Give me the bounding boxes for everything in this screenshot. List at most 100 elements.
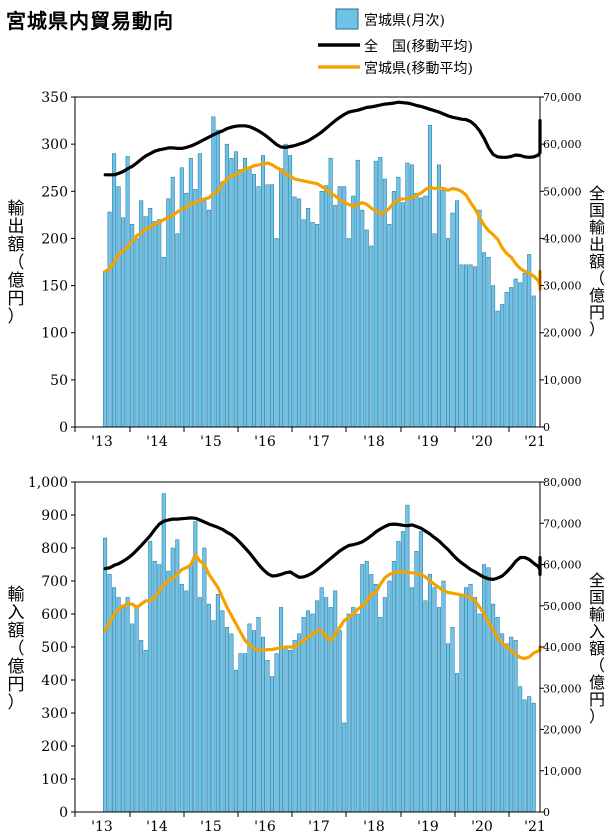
imports-bar: [333, 591, 337, 812]
exports-bar: [297, 199, 301, 427]
exports-bar: [252, 174, 256, 427]
exports-bar: [284, 144, 288, 427]
exports-bar: [333, 205, 337, 427]
imports-bar: [491, 604, 495, 812]
exports-bar: [460, 265, 464, 427]
exports-bar: [261, 155, 265, 427]
exports-bar: [415, 193, 419, 427]
imports-bar: [455, 673, 459, 812]
exports-right-tick-label: 60,000: [543, 138, 582, 151]
imports-bar: [126, 598, 130, 813]
exports-left-tick-label: 150: [41, 279, 68, 295]
exports-bar: [306, 208, 310, 427]
imports-bar: [212, 621, 216, 812]
exports-bar: [428, 125, 432, 427]
exports-bar: [144, 217, 148, 427]
exports-bar: [342, 187, 346, 427]
imports-bar: [392, 561, 396, 812]
imports-bar: [216, 594, 220, 812]
exports-bar: [207, 210, 211, 427]
imports-x-tick-label: '15: [200, 819, 222, 834]
imports-bar: [117, 598, 121, 813]
exports-bar: [257, 187, 261, 427]
imports-bar: [356, 614, 360, 812]
exports-bar: [329, 158, 333, 427]
exports-bar: [162, 257, 166, 427]
exports-bar: [225, 144, 229, 427]
imports-bar: [144, 650, 148, 812]
imports-bar: [320, 588, 324, 812]
imports-bar: [225, 627, 229, 812]
imports-left-tick-label: 500: [41, 640, 68, 656]
imports-right-tick-label: 40,000: [543, 641, 582, 654]
legend-swatch-bar: [336, 9, 358, 29]
exports-bar: [500, 304, 504, 427]
imports-bar: [306, 611, 310, 812]
exports-bar: [496, 311, 500, 427]
imports-left-tick-label: 300: [41, 706, 68, 722]
exports-x-tick-label: '15: [200, 434, 222, 450]
exports-bar: [275, 238, 279, 427]
exports-ylabel-right: ）: [589, 320, 605, 339]
imports-right-tick-label: 50,000: [543, 600, 582, 613]
imports-bar: [442, 581, 446, 812]
exports-bar: [130, 224, 134, 427]
imports-left-tick-label: 900: [41, 508, 68, 524]
imports-bar: [121, 607, 125, 812]
imports-right-tick-label: 0: [543, 806, 550, 819]
imports-bar: [270, 677, 274, 812]
exports-x-tick-label: '14: [146, 434, 168, 450]
imports-bar: [460, 594, 464, 812]
exports-bar: [248, 168, 252, 427]
imports-bar: [293, 640, 297, 812]
exports-left-tick-label: 350: [41, 90, 68, 106]
exports-x-tick-label: '13: [91, 434, 113, 450]
imports-bar: [514, 640, 518, 812]
exports-bar: [279, 169, 283, 427]
imports-right-tick-label: 10,000: [543, 765, 582, 778]
imports-left-tick-label: 700: [41, 574, 68, 590]
exports-ylabel-left: （: [8, 253, 25, 273]
exports-bar: [185, 193, 189, 427]
exports-left-tick-label: 250: [41, 184, 68, 200]
imports-right-tick-label: 30,000: [543, 682, 582, 695]
imports-bar: [194, 522, 198, 812]
imports-bar: [171, 548, 175, 812]
exports-bar: [288, 155, 292, 427]
imports-ylabel-left: 円: [8, 675, 25, 695]
exports-bar: [401, 203, 405, 427]
exports-right-tick-label: 50,000: [543, 185, 582, 198]
exports-left-tick-label: 50: [50, 373, 68, 389]
imports-bar: [523, 700, 527, 812]
exports-bar: [230, 158, 234, 427]
imports-bar: [288, 650, 292, 812]
imports-bar: [527, 697, 531, 813]
exports-bar: [108, 212, 112, 427]
imports-bar: [266, 660, 270, 812]
imports-right-tick-label: 60,000: [543, 559, 582, 572]
imports-bar: [261, 637, 265, 812]
imports-bar: [162, 494, 166, 812]
exports-bar: [216, 130, 220, 427]
exports-national-line: [105, 102, 540, 175]
exports-bar: [442, 190, 446, 427]
exports-x-tick-label: '21: [524, 434, 546, 450]
imports-bar: [428, 574, 432, 812]
exports-bar: [532, 296, 536, 427]
exports-bar: [212, 117, 216, 427]
imports-bar: [198, 598, 202, 813]
exports-bar: [103, 271, 107, 427]
exports-bar: [239, 170, 243, 427]
exports-bar: [148, 208, 152, 427]
exports-bar: [478, 210, 482, 427]
exports-bar: [410, 165, 414, 427]
imports-ylabel-left: ）: [8, 693, 25, 713]
exports-right-tick-label: 20,000: [543, 327, 582, 340]
exports-bar: [365, 230, 369, 427]
exports-bar: [189, 158, 193, 427]
exports-bar: [126, 156, 130, 427]
exports-bar: [347, 238, 351, 427]
imports-bar: [388, 581, 392, 812]
exports-bar: [270, 185, 274, 427]
imports-bar: [446, 644, 450, 812]
